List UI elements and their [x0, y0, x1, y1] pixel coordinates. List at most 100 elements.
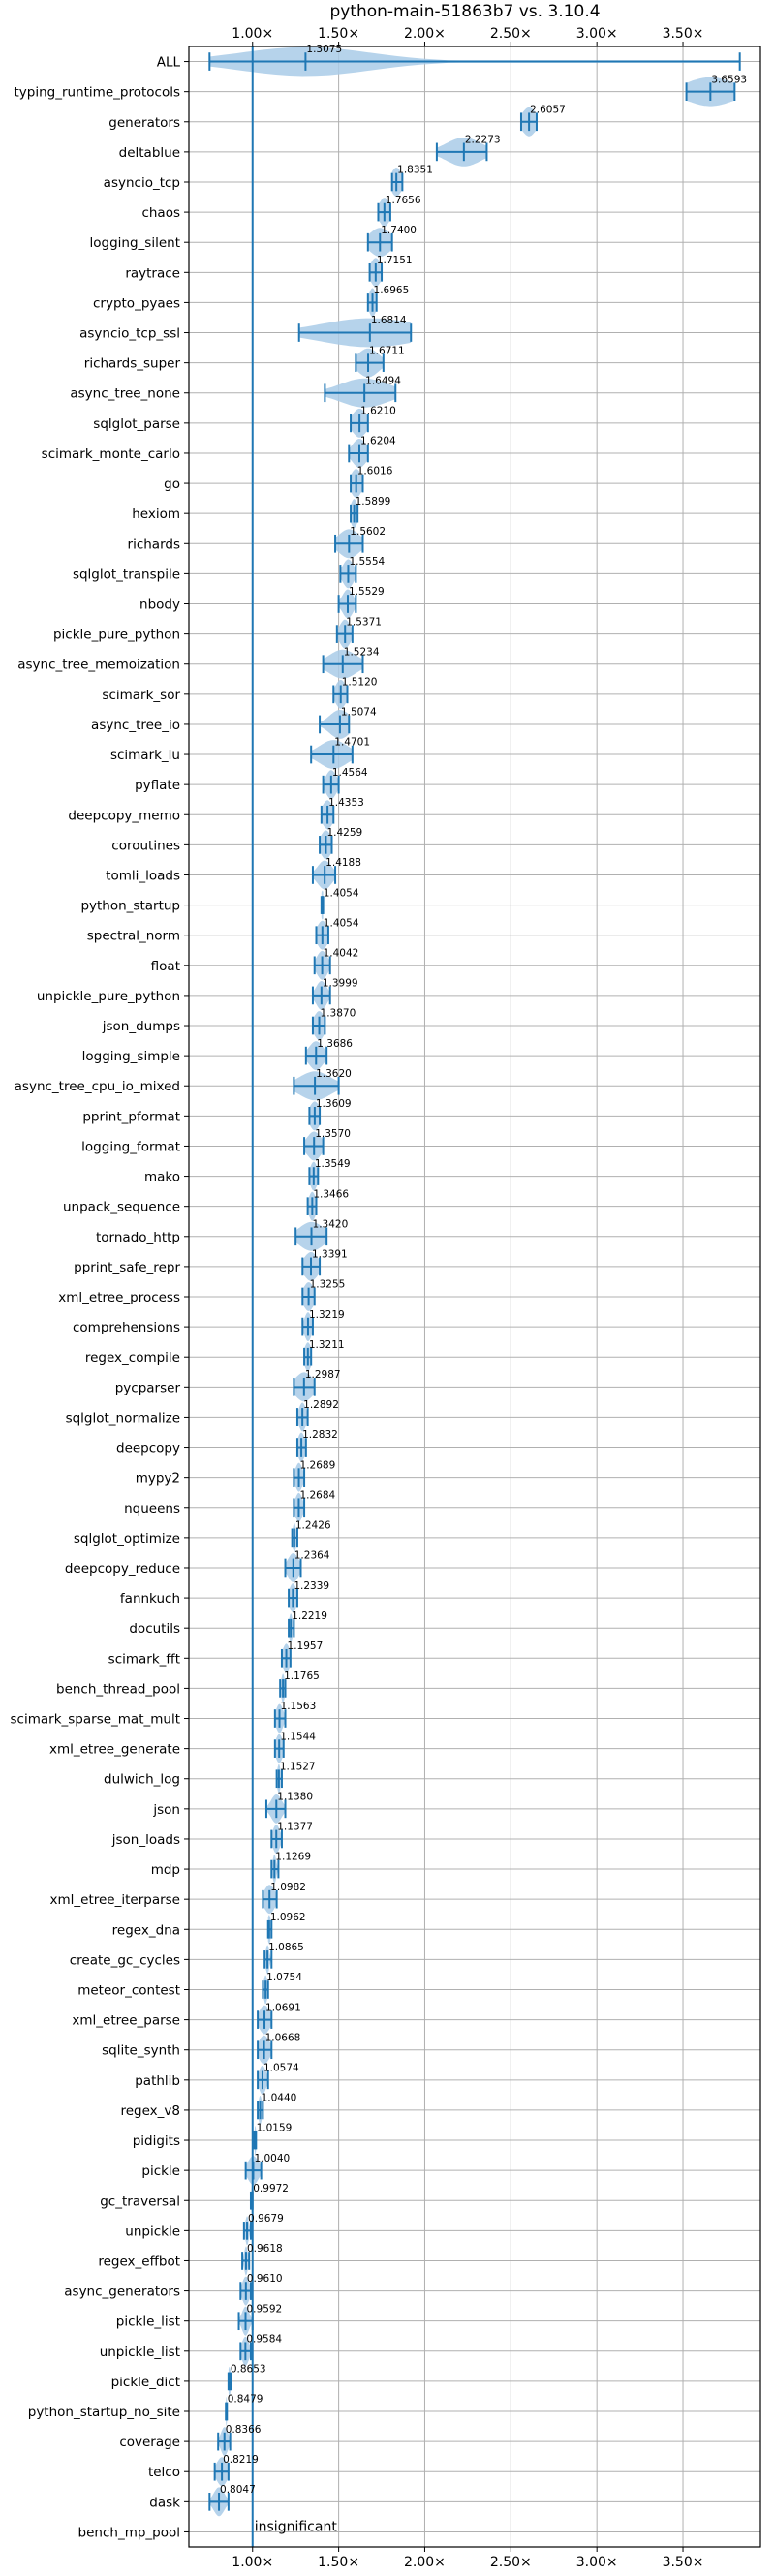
benchmark-label: sqlite_synth [102, 2043, 180, 2059]
benchmark-label: pprint_safe_repr [74, 1260, 180, 1275]
value-label: 0.8219 [223, 2454, 259, 2466]
benchmark-label: nbody [140, 598, 180, 613]
benchmark-label: comprehensions [73, 1320, 180, 1335]
benchmark-label: scimark_sparse_mat_mult [11, 1712, 180, 1728]
value-label: 1.3570 [315, 1128, 351, 1140]
insignificant-label: insignificant [255, 2519, 338, 2534]
benchmark-label: async_tree_none [70, 386, 180, 402]
benchmark-label: typing_runtime_protocols [15, 85, 181, 101]
benchmark-label: sqlglot_optimize [74, 1531, 180, 1547]
benchmark-label: create_gc_cycles [70, 1952, 180, 1968]
benchmark-label: scimark_lu [110, 748, 180, 763]
x-tick-label-bottom: 3.00× [576, 2555, 618, 2570]
benchmark-label: richards [128, 537, 180, 552]
value-label: 1.2364 [294, 1550, 330, 1562]
benchmark-label: pickle_dict [111, 2375, 180, 2390]
benchmark-label: asyncio_tcp_ssl [79, 326, 180, 342]
value-label: 0.8479 [228, 2394, 264, 2406]
plot-frame [188, 46, 761, 2548]
value-label: 1.6204 [360, 436, 396, 447]
value-label: 1.3391 [312, 1249, 348, 1261]
value-label: 1.6965 [374, 285, 410, 296]
value-label: 1.0754 [266, 1972, 302, 1983]
benchmark-label: sqlglot_parse [93, 416, 180, 432]
value-label: 0.9584 [246, 2333, 282, 2345]
value-label: 1.2219 [292, 1610, 327, 1622]
value-label: 1.6711 [369, 345, 405, 356]
x-tick-label-bottom: 2.00× [404, 2555, 446, 2570]
benchmark-label: regex_compile [85, 1350, 180, 1365]
x-tick-label-top: 1.00× [232, 26, 273, 42]
value-label: 1.5074 [341, 707, 377, 719]
benchmark-label: pathlib [135, 2073, 180, 2089]
benchmark-label: spectral_norm [87, 929, 180, 944]
x-tick-label-top: 1.50× [318, 26, 359, 42]
x-tick-label-bottom: 2.50× [490, 2555, 532, 2570]
value-label: 1.3075 [306, 44, 342, 55]
value-label: 2.6057 [530, 104, 566, 115]
benchmark-label: json [152, 1802, 180, 1818]
benchmark-label: gc_traversal [100, 2193, 180, 2209]
benchmark-label: regex_dna [112, 1922, 180, 1938]
benchmark-label: pidigits [133, 2133, 180, 2149]
value-label: 1.4259 [326, 827, 362, 839]
value-label: 1.5899 [356, 496, 391, 507]
value-label: 1.1377 [277, 1822, 313, 1833]
value-label: 1.2987 [305, 1369, 341, 1381]
value-label: 1.7400 [381, 225, 417, 236]
value-label: 1.5120 [342, 676, 378, 688]
benchmark-label: regex_v8 [120, 2103, 180, 2119]
benchmark-label: coverage [119, 2435, 180, 2450]
benchmark-label: nqueens [124, 1501, 180, 1517]
benchmark-label: json_loads [111, 1832, 180, 1848]
value-label: 2.2273 [465, 135, 501, 146]
value-label: 1.0865 [268, 1942, 304, 1953]
benchmark-label: deepcopy_memo [68, 808, 180, 823]
value-label: 1.0962 [270, 1912, 306, 1923]
value-label: 1.2426 [295, 1520, 331, 1532]
benchmark-label: xml_etree_parse [72, 2013, 180, 2029]
benchmark-label: python_startup [80, 899, 180, 914]
benchmark-label: xml_etree_generate [49, 1742, 180, 1758]
benchmark-label: regex_effbot [98, 2254, 180, 2269]
value-label: 1.2689 [300, 1459, 336, 1471]
value-label: 1.0574 [264, 2062, 299, 2073]
value-label: 1.4353 [328, 797, 364, 809]
benchmark-label: logging_silent [90, 235, 180, 251]
value-label: 0.8366 [226, 2424, 262, 2436]
benchmark-label: unpack_sequence [63, 1200, 180, 1215]
value-label: 1.4701 [334, 737, 370, 749]
benchmark-label: deltablue [119, 145, 180, 161]
benchmark-label: richards_super [84, 356, 181, 372]
benchmark-label: async_tree_memoization [17, 658, 180, 673]
benchmark-label: asyncio_tcp [104, 175, 180, 191]
benchmark-label: deepcopy [116, 1441, 180, 1457]
value-label: 1.3255 [310, 1279, 346, 1291]
benchmark-label: fannkuch [120, 1591, 180, 1607]
value-label: 1.3420 [313, 1218, 349, 1230]
benchmark-label: deepcopy_reduce [65, 1561, 180, 1577]
benchmark-label: scimark_fft [108, 1651, 180, 1667]
benchmark-label: sqlglot_normalize [66, 1410, 180, 1426]
value-label: 1.3211 [309, 1339, 345, 1351]
benchmark-label: meteor_contest [78, 1982, 180, 1998]
value-label: 1.1765 [284, 1671, 320, 1682]
benchmark-label: hexiom [132, 506, 180, 522]
x-tick-label-bottom: 3.50× [663, 2555, 704, 2570]
value-label: 0.9592 [247, 2303, 283, 2315]
benchmark-label: go [164, 476, 180, 492]
value-label: 1.3549 [315, 1158, 351, 1170]
value-label: 1.0440 [262, 2093, 297, 2104]
value-label: 1.0040 [254, 2153, 290, 2164]
value-label: 1.4188 [326, 857, 361, 869]
value-label: 1.5529 [349, 586, 385, 598]
value-label: 1.4564 [332, 767, 368, 779]
value-label: 1.3999 [323, 978, 358, 990]
value-label: 1.3609 [316, 1098, 352, 1110]
benchmark-label: mako [144, 1170, 180, 1185]
value-label: 1.2339 [294, 1580, 329, 1592]
x-tick-label-top: 2.50× [490, 26, 532, 42]
chart-title: python-main-51863b7 vs. 3.10.4 [329, 2, 600, 21]
benchmark-label: logging_format [81, 1139, 180, 1154]
